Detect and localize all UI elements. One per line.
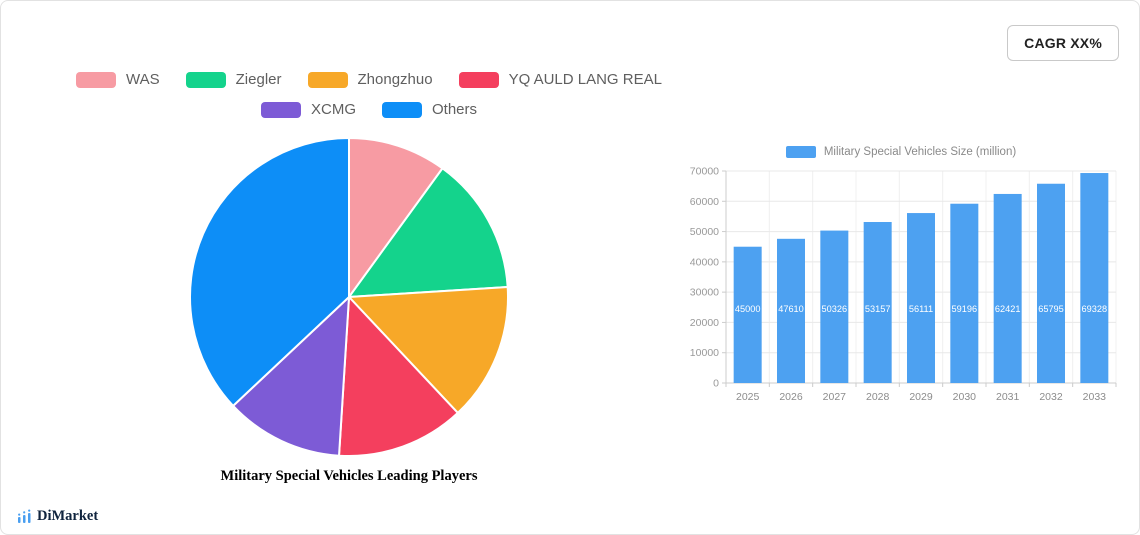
svg-text:2025: 2025: [736, 391, 760, 403]
pie-chart-title: Military Special Vehicles Leading Player…: [220, 468, 478, 484]
svg-text:30000: 30000: [690, 287, 719, 299]
dimarket-logo-icon: [18, 509, 31, 523]
bar-legend-label: Military Special Vehicles Size (million): [823, 146, 1017, 158]
legend-label: YQ AULD LANG REAL: [508, 71, 662, 88]
bar-2027[interactable]: [820, 230, 849, 383]
bar-2026[interactable]: [777, 238, 805, 383]
pie-slice-yq-auld-lang-real[interactable]: [338, 296, 459, 458]
pie-slice-xcmg[interactable]: [232, 296, 350, 457]
svg-text:2027: 2027: [823, 391, 847, 403]
legend-item-was[interactable]: WAS: [76, 71, 160, 88]
svg-text:53157: 53157: [865, 304, 891, 314]
pie-chart: [189, 137, 510, 458]
svg-text:2030: 2030: [953, 391, 977, 403]
pie-legend: WAS Ziegler Zhongzhuo YQ AULD LANG REAL XCMG…: [29, 71, 709, 118]
pie-slice-others[interactable]: [189, 137, 350, 407]
bar-2033[interactable]: [1080, 173, 1109, 383]
svg-text:2028: 2028: [866, 391, 890, 403]
svg-text:20000: 20000: [690, 317, 719, 329]
bar-2028[interactable]: [863, 222, 892, 383]
cagr-badge: CAGR XX%: [1007, 25, 1119, 61]
legend-item-others[interactable]: Others: [381, 101, 477, 118]
bar-2032[interactable]: [1037, 183, 1065, 383]
bar-value-labels: 45000 47610 50326 53157 56111 59196 62421 65795…: [735, 304, 1107, 314]
svg-text:45000: 45000: [735, 304, 761, 314]
pie-slice-ziegler[interactable]: [348, 167, 509, 298]
bar-series: [733, 173, 1109, 383]
legend-item-ziegler[interactable]: Ziegler: [185, 71, 282, 88]
legend-swatch: [307, 71, 348, 88]
svg-text:10000: 10000: [690, 347, 719, 359]
svg-text:2026: 2026: [779, 391, 803, 403]
pie-slice-zhongzhuo[interactable]: [348, 286, 510, 414]
bar-chart: 45000 47610 50326 53157 56111 59196 62421 65795…: [690, 166, 1117, 403]
bar-2025[interactable]: [733, 246, 762, 383]
svg-text:2033: 2033: [1083, 391, 1107, 403]
svg-text:47610: 47610: [778, 304, 804, 314]
legend-label: XCMG: [310, 101, 356, 118]
svg-text:40000: 40000: [690, 256, 719, 268]
brand-footer: DiMarket: [17, 508, 98, 525]
bar-2029[interactable]: [907, 213, 935, 383]
x-axis-labels: 2025 2026 2027 2028 2029 2030 2031 2032 2033: [736, 391, 1106, 403]
legend-swatch: [458, 71, 499, 88]
svg-text:56111: 56111: [909, 304, 933, 314]
svg-text:2029: 2029: [909, 391, 933, 403]
legend-item-xcmg[interactable]: XCMG: [260, 101, 356, 118]
svg-text:59196: 59196: [952, 304, 978, 314]
pie-slice-was[interactable]: [348, 137, 444, 298]
svg-text:60000: 60000: [690, 196, 719, 208]
legend-label: Others: [431, 101, 477, 118]
legend-swatch: [185, 71, 226, 88]
svg-text:2031: 2031: [996, 391, 1020, 403]
y-axis-labels: 0 10000 20000 30000 40000 50000 60000 70000: [690, 166, 719, 390]
bar-2031[interactable]: [993, 193, 1022, 383]
legend-item-zhongzhuo[interactable]: Zhongzhuo: [307, 71, 433, 88]
bar-chart-legend[interactable]: Military Special Vehicles Size (million): [671, 146, 1131, 158]
svg-text:69328: 69328: [1082, 304, 1108, 314]
svg-text:65795: 65795: [1038, 304, 1064, 314]
svg-text:62421: 62421: [995, 304, 1021, 314]
legend-item-yq-auld-lang-real[interactable]: YQ AULD LANG REAL: [458, 71, 662, 88]
legend-swatch: [260, 101, 301, 118]
brand-name: DiMarket: [37, 508, 99, 524]
svg-text:50326: 50326: [822, 304, 848, 314]
svg-text:50000: 50000: [690, 226, 719, 238]
bar-2030[interactable]: [950, 203, 979, 383]
bar-legend-swatch: [785, 146, 816, 158]
svg-text:70000: 70000: [690, 166, 719, 178]
legend-label: Ziegler: [235, 71, 282, 88]
legend-swatch: [381, 101, 422, 118]
legend-swatch: [76, 71, 117, 88]
svg-text:2032: 2032: [1039, 391, 1063, 403]
legend-label: Zhongzhuo: [357, 71, 433, 88]
legend-label: WAS: [126, 71, 160, 88]
svg-text:0: 0: [713, 378, 719, 390]
